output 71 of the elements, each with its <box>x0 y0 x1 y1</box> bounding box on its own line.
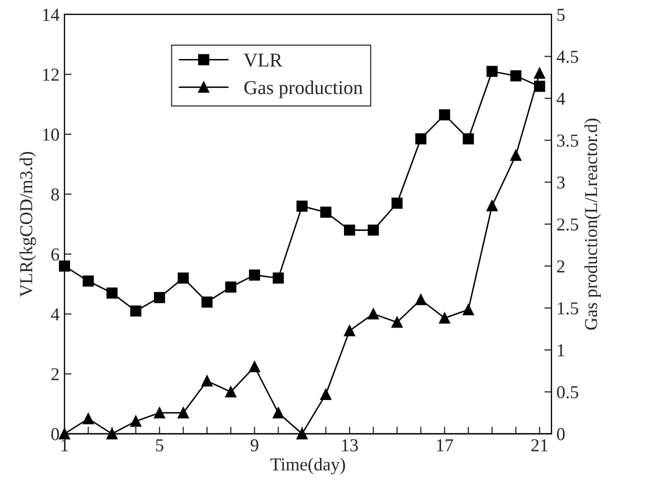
point <box>344 325 356 336</box>
point <box>58 428 70 440</box>
x-tick-label: 21 <box>531 439 548 452</box>
point <box>296 200 308 212</box>
point <box>248 269 260 281</box>
point <box>296 428 308 440</box>
x-tick-label: 5 <box>156 439 164 452</box>
x-tick-label: 13 <box>342 439 358 452</box>
legend-label: Gas production <box>244 80 363 98</box>
point <box>415 294 426 306</box>
y-tick-label: 10 <box>43 128 59 141</box>
y-tick-label: 2 <box>51 368 59 380</box>
point <box>510 70 522 82</box>
point <box>106 428 118 440</box>
point <box>439 109 450 120</box>
y2-tick-label: 4 <box>556 92 566 105</box>
y-tick-label: 14 <box>43 8 60 21</box>
y2-tick-label: 0 <box>557 428 565 440</box>
point <box>58 260 70 272</box>
y-tick-label: 12 <box>43 68 59 81</box>
point <box>82 413 94 424</box>
point <box>415 133 426 144</box>
y2-tick-label: 3 <box>557 176 565 189</box>
y2-tick-label: 2.5 <box>557 218 578 231</box>
point <box>201 375 213 387</box>
y2-tick-label: 3.5 <box>557 134 578 147</box>
y2-tick-label: 1 <box>558 344 564 356</box>
point <box>462 304 474 316</box>
point <box>344 224 356 236</box>
y2-axis-title: Gas production(L/Lreactor.d) <box>584 118 601 330</box>
point <box>178 407 189 418</box>
point <box>106 287 118 299</box>
y2-tick-label: 4.5 <box>556 50 578 63</box>
point <box>130 416 142 427</box>
point <box>82 275 94 287</box>
point <box>534 68 546 79</box>
y-tick-label: 6 <box>51 248 60 261</box>
x-axis-title: Time(day) <box>270 458 345 474</box>
point <box>392 198 403 209</box>
y-tick-label: 4 <box>50 308 60 320</box>
point <box>154 292 166 304</box>
point <box>462 133 474 144</box>
point <box>368 308 379 320</box>
point <box>320 388 332 400</box>
x-tick-label: 9 <box>250 439 258 452</box>
y2-tick-label: 2 <box>557 260 564 272</box>
y2-tick-label: 0.5 <box>557 386 578 398</box>
point <box>486 66 498 77</box>
point <box>486 200 498 212</box>
point <box>368 224 379 236</box>
y-axis-title: VLR(kgCOD/m3.d) <box>20 152 36 297</box>
point <box>154 407 166 418</box>
point <box>130 305 142 317</box>
point <box>248 361 260 372</box>
point <box>225 281 236 293</box>
y-tick-label: 8 <box>51 188 59 201</box>
x-tick-label: 17 <box>437 439 454 452</box>
point <box>272 272 284 284</box>
point <box>439 312 450 324</box>
point <box>225 386 236 398</box>
legend-label: VLR <box>244 54 282 67</box>
y2-tick-label: 5 <box>557 8 565 21</box>
point <box>510 150 522 161</box>
y-tick-label: 0 <box>51 428 59 440</box>
point <box>392 316 403 328</box>
point <box>272 407 284 418</box>
x-tick-label: 1 <box>62 439 68 452</box>
point <box>201 296 213 308</box>
y2-tick-label: 1.5 <box>558 302 578 315</box>
point <box>178 272 189 284</box>
point <box>320 206 332 218</box>
